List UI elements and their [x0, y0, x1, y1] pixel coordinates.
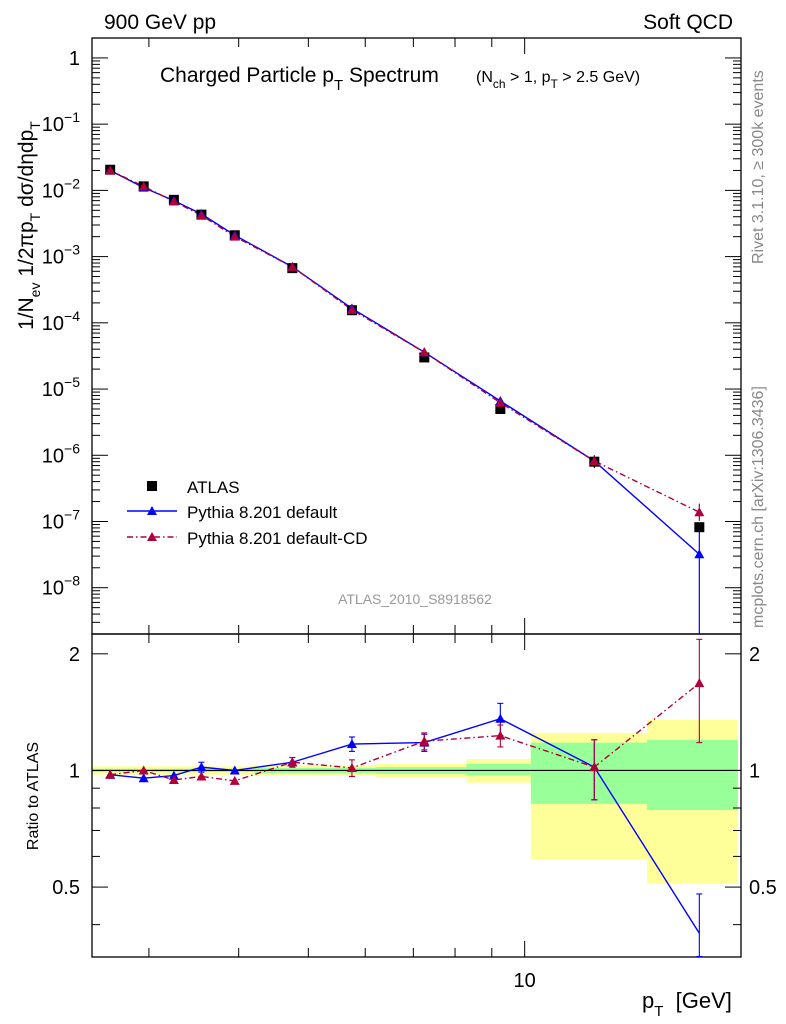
- header-right-label: Soft QCD: [643, 11, 733, 34]
- ratio-pythia-cd-point: [196, 771, 207, 781]
- main-chart-title: Charged Particle pT Spectrum: [160, 64, 439, 94]
- ratio-pythia-default-point: [196, 762, 207, 772]
- atlas-data-point: [694, 522, 705, 533]
- ratio-pythia-cd-point: [229, 775, 240, 785]
- y-tick-label: 1: [69, 48, 80, 70]
- ratio-pythia-cd-point: [495, 730, 506, 740]
- ratio-y-tick-label: 2: [69, 644, 80, 666]
- ratio-y-tick-label-right: 2: [749, 644, 760, 666]
- ratio-stat-band: [530, 742, 648, 804]
- pythia-cd-point: [589, 455, 600, 465]
- y-tick-label: 10−4: [42, 308, 80, 335]
- y-tick-label: 10−5: [42, 374, 80, 401]
- pythia-cd-point: [168, 196, 179, 206]
- legend-entry-label: ATLAS: [187, 478, 240, 497]
- mcplots-side-label: mcplots.cern.ch [arXiv:1306.3436]: [750, 386, 767, 628]
- pythia-cd-point: [196, 210, 207, 220]
- legend-pythia-default-marker: [147, 506, 157, 515]
- x-tick-label: 10: [514, 970, 536, 992]
- pythia-cd-point: [105, 165, 116, 175]
- ratio-pythia-cd-point: [419, 736, 430, 746]
- ratio-pythia-cd-point: [138, 765, 149, 775]
- main-y-axis-label: 1/Nev 1/2πpT dσ/dηdpT: [15, 121, 43, 330]
- analysis-watermark: ATLAS_2010_S8918562: [338, 591, 492, 607]
- rivet-side-label: Rivet 3.1.10, ≥ 300k events: [750, 70, 767, 264]
- y-tick-label: 10−3: [42, 242, 80, 269]
- legend-pythia-cd-marker: [147, 532, 157, 541]
- ratio-y-tick-label: 0.5: [52, 877, 80, 899]
- header-left-label: 900 GeV pp: [104, 11, 216, 34]
- legend-entry-label: Pythia 8.201 default: [187, 503, 338, 522]
- atlas-data-point: [419, 352, 430, 363]
- ratio-y-axis-label: Ratio to ATLAS: [25, 742, 42, 850]
- ratio-pythia-cd-point: [105, 769, 116, 779]
- ratio-plot-frame: [91, 633, 742, 958]
- ratio-y-tick-label-right: 0.5: [749, 877, 777, 899]
- legend-atlas-marker: [147, 481, 157, 491]
- legend-entry-label: Pythia 8.201 default-CD: [187, 529, 368, 548]
- y-tick-label: 10−8: [42, 573, 80, 600]
- ratio-pythia-default-point: [229, 765, 240, 775]
- ratio-pythia-default-point: [138, 773, 149, 783]
- ratio-pythia-cd-point: [287, 757, 298, 767]
- ratio-pythia-cd-point: [694, 678, 705, 688]
- x-axis-label: pT [GeV]: [642, 988, 732, 1020]
- y-tick-label: 10−1: [42, 109, 80, 136]
- ratio-pythia-cd-line: [110, 682, 700, 782]
- ratio-stat-band: [466, 763, 531, 776]
- pythia-cd-point: [138, 181, 149, 191]
- pythia-cd-point: [419, 347, 430, 357]
- pythia-cd-point: [495, 397, 506, 407]
- ratio-pythia-cd-point: [589, 762, 600, 772]
- pythia-cd-point: [229, 231, 240, 241]
- ratio-stat-band: [647, 739, 738, 811]
- y-tick-label: 10−2: [42, 175, 80, 202]
- ratio-pythia-cd-point: [346, 762, 357, 772]
- pythia-default-point: [694, 549, 705, 559]
- y-tick-label: 10−7: [42, 506, 80, 533]
- pythia-cd-line: [109, 169, 700, 513]
- main-chart-cut-label: (Nch > 1, pT > 2.5 GeV): [476, 69, 640, 91]
- pythia-cd-point: [694, 507, 705, 517]
- ratio-pythia-default-point: [346, 739, 357, 749]
- pythia-cd-point: [287, 261, 298, 271]
- atlas-data-point: [495, 403, 506, 414]
- ratio-pythia-cd-point: [168, 774, 179, 784]
- ratio-y-tick-label: 1: [69, 760, 80, 782]
- ratio-pythia-default-point: [495, 713, 506, 723]
- y-tick-label: 10−6: [42, 440, 80, 467]
- ratio-y-tick-label-right: 1: [749, 760, 760, 782]
- pythia-cd-point: [346, 304, 357, 314]
